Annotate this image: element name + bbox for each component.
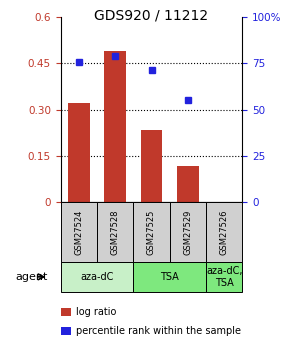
- Text: GSM27524: GSM27524: [74, 209, 83, 255]
- Text: GSM27529: GSM27529: [183, 209, 192, 255]
- Text: aza-dC,
TSA: aza-dC, TSA: [206, 266, 242, 288]
- Bar: [177, 166, 199, 202]
- Text: GSM27528: GSM27528: [111, 209, 120, 255]
- Text: TSA: TSA: [160, 272, 179, 282]
- Text: percentile rank within the sample: percentile rank within the sample: [76, 326, 241, 336]
- Text: aza-dC: aza-dC: [80, 272, 114, 282]
- Bar: [141, 129, 162, 202]
- Text: GSM27526: GSM27526: [220, 209, 229, 255]
- Text: log ratio: log ratio: [76, 307, 116, 317]
- Bar: [104, 51, 126, 202]
- Bar: [68, 104, 90, 202]
- Text: GDS920 / 11212: GDS920 / 11212: [95, 9, 208, 23]
- Text: GSM27525: GSM27525: [147, 209, 156, 255]
- Text: agent: agent: [15, 272, 48, 282]
